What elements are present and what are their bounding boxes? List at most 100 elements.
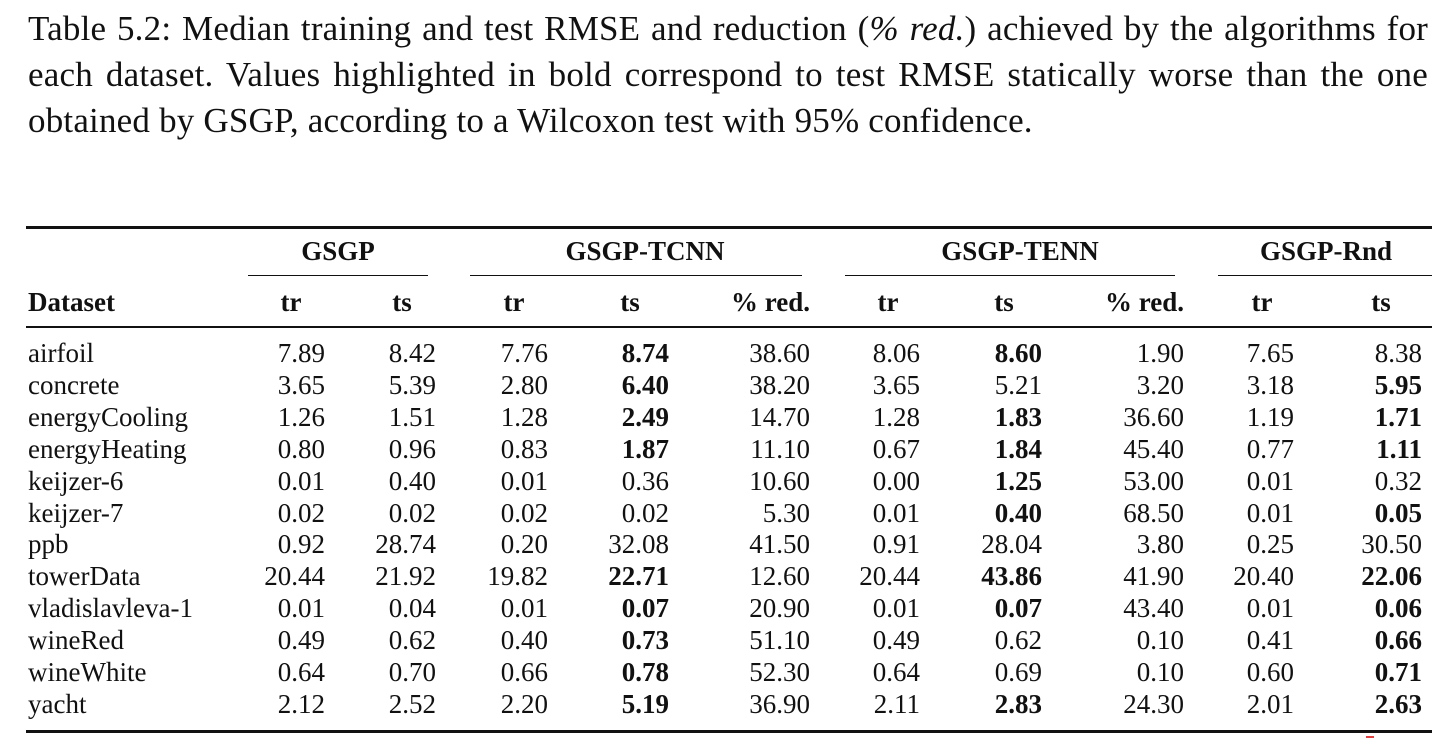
table-cell: 20.44	[859, 561, 920, 592]
table-cell: 1.87	[621, 433, 669, 464]
caption-label: Table 5.2:	[28, 9, 172, 48]
table-cell: 2.80	[500, 369, 548, 400]
table-cell: 5.30	[762, 497, 810, 528]
table-cell: 3.80	[1136, 529, 1184, 560]
table-cell: 30.50	[1361, 529, 1422, 560]
table-cell: 0.73	[621, 625, 669, 656]
table-cell: 5.19	[621, 688, 669, 719]
table-cell: 1.19	[1246, 401, 1294, 432]
group-header-tcnn: GSGP-TCNN	[565, 236, 725, 266]
table-cell: 24.30	[1123, 688, 1184, 719]
table-cell: 0.01	[277, 593, 325, 624]
table-cell: 38.60	[749, 338, 810, 368]
dataset-name: keijzer-7	[28, 497, 124, 528]
table-cell: 0.36	[621, 465, 669, 496]
table-cell: 0.01	[277, 465, 325, 496]
table-cell: 41.90	[1123, 561, 1184, 592]
table-cell: 7.65	[1246, 338, 1294, 368]
table-cell: 0.70	[388, 657, 436, 687]
table-cell: 1.51	[388, 401, 436, 432]
table-cell: 2.49	[621, 401, 669, 432]
table-cell: 0.92	[277, 529, 325, 560]
table-cell: 20.44	[264, 561, 325, 592]
red-pen-mark	[1366, 736, 1374, 738]
table-cell: 3.65	[277, 369, 325, 400]
dataset-name: keijzer-6	[28, 465, 124, 496]
table-cell: 8.74	[621, 338, 669, 368]
group-underline-rnd	[1218, 275, 1432, 277]
table-cell: 0.60	[1246, 657, 1294, 687]
dataset-name: concrete	[28, 369, 120, 400]
table-cell: 0.49	[872, 625, 920, 656]
table-cell: 43.40	[1123, 593, 1184, 624]
table-cell: 1.84	[994, 433, 1042, 464]
table-cell: 0.25	[1246, 529, 1294, 560]
table-cell: 20.40	[1233, 561, 1294, 592]
table-cell: 2.63	[1374, 688, 1422, 719]
group-underline-gsgp	[248, 275, 428, 277]
subheader-4: % red.	[731, 287, 810, 317]
table-cell: 20.90	[749, 593, 810, 624]
table-cell: 8.38	[1374, 338, 1422, 368]
subheader-1: ts	[392, 287, 412, 317]
table-cell: 0.10	[1136, 657, 1184, 687]
table-cell: 21.92	[375, 561, 436, 592]
table-cell: 41.50	[749, 529, 810, 560]
table-cell: 0.01	[1246, 593, 1294, 624]
subheader-8: tr	[1251, 287, 1273, 317]
table-cell: 1.26	[277, 401, 325, 432]
table-cell: 0.01	[1246, 497, 1294, 528]
table-cell: 0.01	[1246, 465, 1294, 496]
table-cell: 1.71	[1374, 401, 1422, 432]
table-cell: 0.69	[994, 657, 1042, 687]
table-cell: 0.41	[1246, 625, 1294, 656]
dataset-name: vladislavleva-1	[28, 593, 193, 624]
subheader-7: % red.	[1105, 287, 1184, 317]
table-cell: 0.66	[1374, 625, 1422, 656]
subheader-6: ts	[994, 287, 1014, 317]
dataset-name: ppb	[28, 529, 69, 560]
table-cell: 0.77	[1246, 433, 1294, 464]
table-cell: 0.83	[500, 433, 548, 464]
table-cell: 0.02	[388, 497, 436, 528]
subheader-5: tr	[877, 287, 899, 317]
table-cell: 0.96	[388, 433, 436, 464]
caption-text-before: Median training and test RMSE and reduct…	[171, 9, 870, 48]
table-cell: 0.40	[500, 625, 548, 656]
table-cell: 0.80	[277, 433, 325, 464]
dataset-column-header: Dataset	[28, 287, 115, 317]
caption-text-after: ) achieved by the algorithms for each da…	[28, 9, 1429, 140]
table-cell: 51.10	[749, 625, 810, 656]
table-cell: 5.21	[994, 369, 1042, 400]
table-cell: 0.02	[621, 497, 669, 528]
table-cell: 0.64	[872, 657, 920, 687]
table-cell: 0.40	[994, 497, 1042, 528]
dataset-name: wineWhite	[28, 657, 147, 687]
table-cell: 0.32	[1374, 465, 1422, 496]
table-cell: 5.39	[388, 369, 436, 400]
table-cell: 68.50	[1123, 497, 1184, 528]
table-cell: 53.00	[1123, 465, 1184, 496]
table-cell: 0.01	[500, 465, 548, 496]
group-underline-tcnn	[470, 275, 802, 277]
group-header-gsgp: GSGP	[301, 236, 375, 266]
table-cell: 0.01	[500, 593, 548, 624]
table-cell: 2.12	[277, 688, 325, 719]
subheader-0: tr	[280, 287, 302, 317]
table-cell: 5.95	[1374, 369, 1422, 400]
table-cell: 8.06	[872, 338, 920, 368]
table-cell: 0.67	[872, 433, 920, 464]
table-cell: 43.86	[981, 561, 1042, 592]
dataset-name: energyHeating	[28, 433, 187, 464]
table-cell: 7.76	[500, 338, 548, 368]
table-cell: 2.01	[1246, 688, 1294, 719]
table-bottom-rule	[26, 730, 1432, 733]
table-cell: 36.90	[749, 688, 810, 719]
table-header-rule	[26, 326, 1432, 328]
table-cell: 1.28	[872, 401, 920, 432]
table-cell: 22.71	[608, 561, 669, 592]
table-cell: 2.52	[388, 688, 436, 719]
table-cell: 0.91	[872, 529, 920, 560]
dataset-name: energyCooling	[28, 401, 188, 432]
table-cell: 0.49	[277, 625, 325, 656]
